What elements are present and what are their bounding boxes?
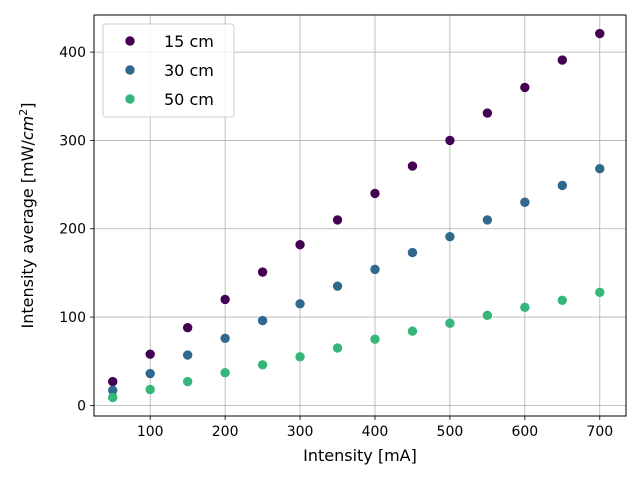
data-point [182,350,193,360]
data-point [182,322,193,333]
data-point [482,215,493,225]
y-tick-label: 0 [77,398,86,414]
data-point [482,310,493,321]
legend-label: 15 cm [164,32,214,51]
data-point [370,334,380,344]
x-tick-label: 200 [212,424,239,440]
data-point [595,28,605,39]
y-axis-label: Intensity average [mW/cm2] [17,103,37,329]
data-point [445,318,455,328]
legend-label: 50 cm [164,90,214,109]
data-point [108,392,118,403]
data-point [595,287,605,298]
y-tick-label: 200 [59,222,86,238]
y-tick-label: 100 [59,310,86,326]
data-point [557,295,568,305]
y-axis-label-unit: cm [18,116,37,140]
data-point [295,299,305,309]
legend-marker [125,36,135,46]
data-point [520,197,530,207]
data-point [108,385,118,396]
data-point [332,343,343,353]
legend-label: 30 cm [164,61,214,80]
y-axis-label-end: ] [18,103,37,109]
y-tick-label: 400 [59,45,86,61]
x-tick-label: 400 [362,424,389,440]
data-point [220,333,230,343]
data-point [407,247,418,258]
data-point [445,231,455,242]
legend-box [102,23,235,118]
data-point [370,188,380,199]
data-point [520,302,530,313]
data-point [220,294,230,305]
data-point [145,384,155,395]
series-3 [108,287,605,403]
data-point [145,349,155,359]
data-point [257,315,268,326]
data-point [407,326,418,336]
x-tick-label: 500 [437,424,464,440]
data-point [257,360,268,370]
data-point [482,108,493,118]
x-tick-label: 300 [287,424,314,440]
series-2 [108,163,605,396]
data-point [520,82,530,93]
data-point [595,163,605,174]
data-point [220,368,230,378]
y-axis-label-exponent: 2 [17,109,30,116]
legend-marker [125,94,135,104]
data-point [257,267,268,277]
axis-ticks: 100 200 300 400 500 600 700 0 100 200 300 400 [59,45,613,440]
legend: 15 cm 30 cm 50 cm [102,23,235,118]
data-point [407,161,418,171]
data-point [332,215,343,225]
data-points [108,28,605,403]
data-point [182,376,193,387]
plot-frame [93,14,627,417]
series-1 [108,28,605,387]
data-point [295,352,305,362]
data-point [145,368,155,379]
data-point [445,135,455,146]
x-axis-label: Intensity [mA] [303,446,417,465]
x-tick-label: 600 [511,424,538,440]
y-axis-label-main: Intensity average [mW/ [18,140,37,329]
x-tick-label: 700 [586,424,613,440]
data-point [295,239,305,250]
legend-marker [125,65,135,75]
data-point [108,376,118,387]
data-point [557,55,568,65]
y-tick-label: 300 [59,133,86,149]
data-point [370,264,380,275]
data-point [332,281,343,291]
x-tick-label: 100 [137,424,164,440]
data-point [557,180,568,191]
